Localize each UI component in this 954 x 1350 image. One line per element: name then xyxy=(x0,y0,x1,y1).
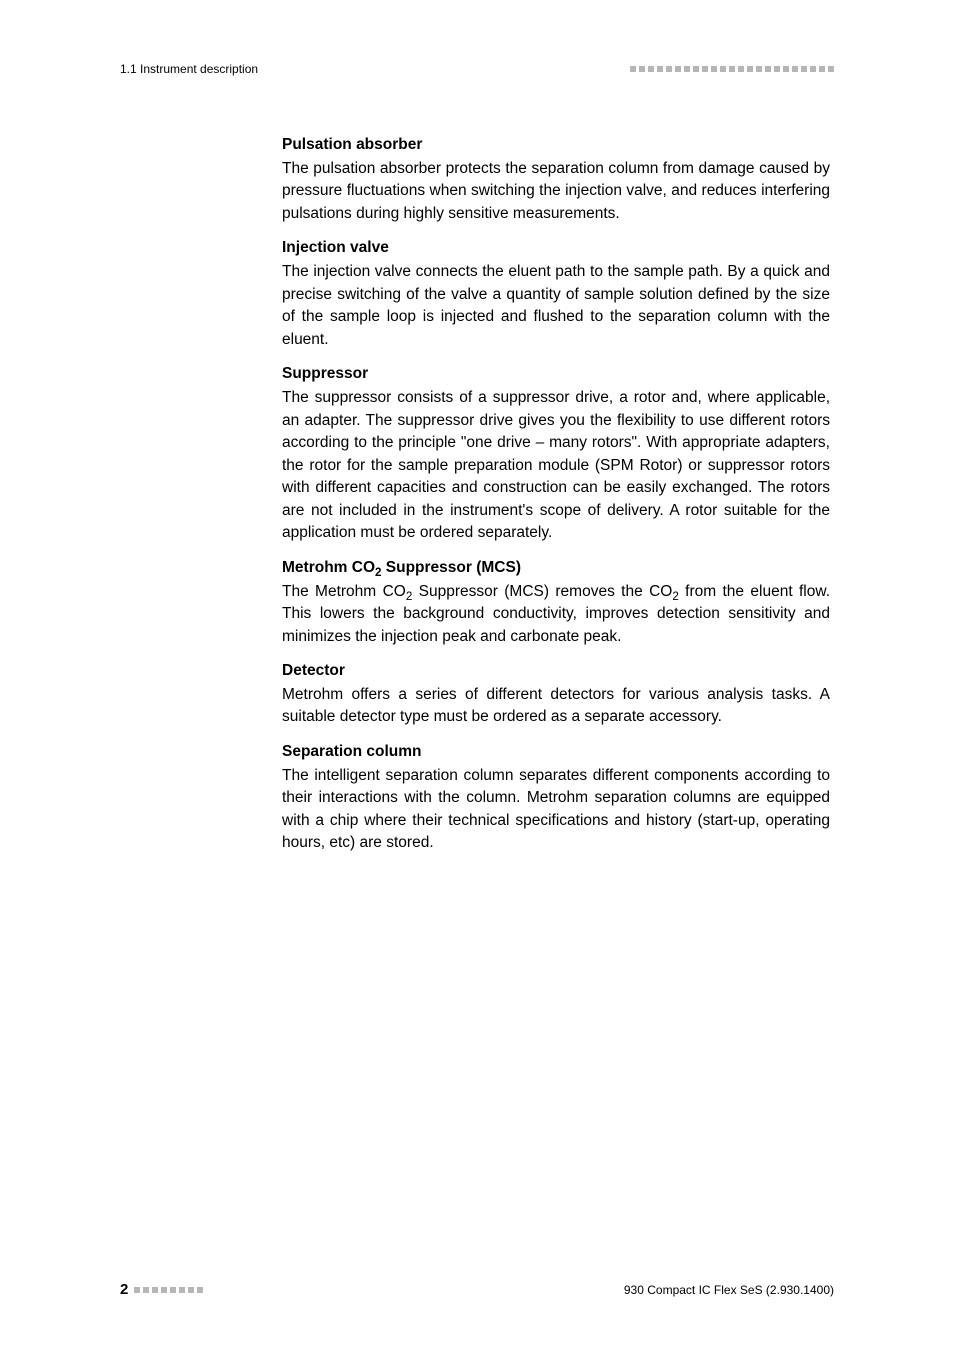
section: Separation column The intelligent separat… xyxy=(282,743,830,855)
header-dot xyxy=(828,66,834,72)
page-header: 1.1 Instrument description xyxy=(120,62,834,76)
content-area: Pulsation absorber The pulsation absorber… xyxy=(282,136,830,855)
header-dot xyxy=(648,66,654,72)
header-dot xyxy=(774,66,780,72)
header-dots xyxy=(630,66,834,72)
header-dot xyxy=(720,66,726,72)
section: Detector Metrohm offers a series of diffe… xyxy=(282,662,830,729)
header-dot xyxy=(783,66,789,72)
section-title: Metrohm CO2 Suppressor (MCS) xyxy=(282,559,830,577)
footer-dot xyxy=(134,1287,140,1293)
footer-dot xyxy=(152,1287,158,1293)
footer-dot xyxy=(161,1287,167,1293)
header-dot xyxy=(756,66,762,72)
footer-dots xyxy=(134,1287,203,1293)
header-dot xyxy=(810,66,816,72)
footer-dot xyxy=(179,1287,185,1293)
header-dot xyxy=(765,66,771,72)
section-body: The intelligent separation column separa… xyxy=(282,765,830,855)
section-title: Suppressor xyxy=(282,365,830,383)
header-dot xyxy=(675,66,681,72)
section-body: The pulsation absorber protects the sepa… xyxy=(282,158,830,225)
footer-doc-ref: 930 Compact IC Flex SeS (2.930.1400) xyxy=(624,1283,834,1297)
footer-dot xyxy=(197,1287,203,1293)
header-dot xyxy=(693,66,699,72)
header-section-label: 1.1 Instrument description xyxy=(120,62,258,76)
page-footer: 2 930 Compact IC Flex SeS (2.930.1400) xyxy=(120,1281,834,1298)
section: Pulsation absorber The pulsation absorber… xyxy=(282,136,830,225)
section: Metrohm CO2 Suppressor (MCS) The Metrohm … xyxy=(282,559,830,648)
section-title: Detector xyxy=(282,662,830,680)
page-number: 2 xyxy=(120,1281,128,1298)
header-dot xyxy=(639,66,645,72)
section-body: The suppressor consists of a suppressor … xyxy=(282,387,830,544)
header-dot xyxy=(729,66,735,72)
footer-dot xyxy=(143,1287,149,1293)
section-title: Injection valve xyxy=(282,239,830,257)
footer-dot xyxy=(188,1287,194,1293)
section: Suppressor The suppressor consists of a s… xyxy=(282,365,830,544)
header-dot xyxy=(792,66,798,72)
section-title: Pulsation absorber xyxy=(282,136,830,154)
page-container: 1.1 Instrument description Pulsation abs… xyxy=(0,0,954,1350)
header-dot xyxy=(657,66,663,72)
header-dot xyxy=(738,66,744,72)
header-dot xyxy=(684,66,690,72)
section-body: The injection valve connects the eluent … xyxy=(282,261,830,351)
header-dot xyxy=(819,66,825,72)
footer-dot xyxy=(170,1287,176,1293)
header-dot xyxy=(711,66,717,72)
footer-left: 2 xyxy=(120,1281,203,1298)
section-body: Metrohm offers a series of different det… xyxy=(282,684,830,729)
header-dot xyxy=(630,66,636,72)
header-dot xyxy=(747,66,753,72)
section: Injection valve The injection valve conne… xyxy=(282,239,830,351)
section-title: Separation column xyxy=(282,743,830,761)
header-dot xyxy=(801,66,807,72)
section-body: The Metrohm CO2 Suppressor (MCS) removes… xyxy=(282,581,830,648)
header-dot xyxy=(666,66,672,72)
header-dot xyxy=(702,66,708,72)
